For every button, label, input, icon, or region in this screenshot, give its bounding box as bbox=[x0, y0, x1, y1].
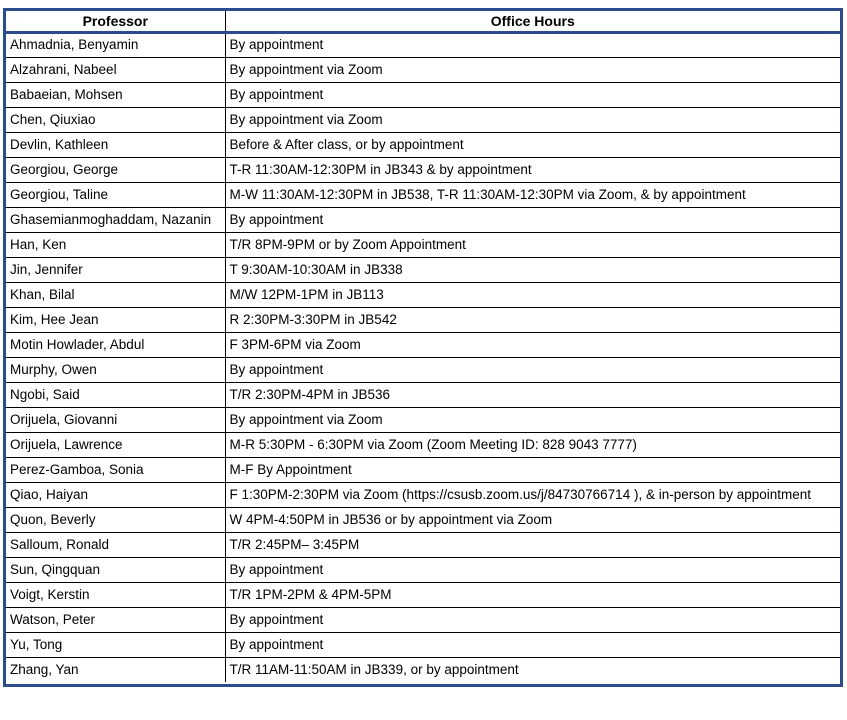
professor-cell: Alzahrani, Nabeel bbox=[6, 57, 226, 83]
table-row: Han, Ken T/R 8PM-9PM or by Zoom Appointme… bbox=[6, 232, 840, 258]
table-row: Sun, Qingquan By appointment bbox=[6, 557, 840, 583]
office-hours-cell: T-R 11:30AM-12:30PM in JB343 & by appoin… bbox=[225, 157, 840, 183]
office-hours-cell: R 2:30PM-3:30PM in JB542 bbox=[225, 307, 840, 333]
professor-cell: Han, Ken bbox=[6, 232, 226, 258]
table-row: Yu, Tong By appointment bbox=[6, 632, 840, 658]
office-hours-cell: W 4PM-4:50PM in JB536 or by appointment … bbox=[225, 507, 840, 533]
professor-cell: Qiao, Haiyan bbox=[6, 482, 226, 508]
table-row: Ahmadnia, Benyamin By appointment bbox=[6, 32, 840, 58]
office-hours-table-frame: Professor Office Hours Ahmadnia, Benyami… bbox=[3, 8, 843, 687]
professor-cell: Ngobi, Said bbox=[6, 382, 226, 408]
table-header: Professor Office Hours bbox=[6, 11, 840, 34]
professor-cell: Khan, Bilal bbox=[6, 282, 226, 308]
office-hours-cell: T 9:30AM-10:30AM in JB338 bbox=[225, 257, 840, 283]
table-row: Salloum, Ronald T/R 2:45PM– 3:45PM bbox=[6, 532, 840, 558]
professor-cell: Orijuela, Giovanni bbox=[6, 407, 226, 433]
office-hours-cell: By appointment bbox=[225, 207, 840, 233]
office-hours-cell: By appointment bbox=[225, 357, 840, 383]
table-row: Chen, Qiuxiao By appointment via Zoom bbox=[6, 107, 840, 133]
table-row: Devlin, Kathleen Before & After class, or… bbox=[6, 132, 840, 158]
table-row: Murphy, Owen By appointment bbox=[6, 357, 840, 383]
table-row: Zhang, Yan T/R 11AM-11:50AM in JB339, or … bbox=[6, 657, 840, 682]
office-hours-cell: By appointment via Zoom bbox=[225, 107, 840, 133]
office-hours-cell: By appointment via Zoom bbox=[225, 407, 840, 433]
table-row: Jin, Jennifer T 9:30AM-10:30AM in JB338 bbox=[6, 257, 840, 283]
office-hours-cell: F 3PM-6PM via Zoom bbox=[225, 332, 840, 358]
table-row: Motin Howlader, Abdul F 3PM-6PM via Zoom bbox=[6, 332, 840, 358]
professor-cell: Chen, Qiuxiao bbox=[6, 107, 226, 133]
office-hours-cell: By appointment bbox=[225, 32, 840, 58]
table-row: Orijuela, Lawrence M-R 5:30PM - 6:30PM vi… bbox=[6, 432, 840, 458]
table-row: Khan, Bilal M/W 12PM-1PM in JB113 bbox=[6, 282, 840, 308]
office-hours-cell: M-R 5:30PM - 6:30PM via Zoom (Zoom Meeti… bbox=[225, 432, 840, 458]
professor-cell: Murphy, Owen bbox=[6, 357, 226, 383]
professor-cell: Orijuela, Lawrence bbox=[6, 432, 226, 458]
office-hours-table: Professor Office Hours Ahmadnia, Benyami… bbox=[6, 11, 840, 682]
professor-cell: Georgiou, Taline bbox=[6, 182, 226, 208]
office-hours-cell: T/R 1PM-2PM & 4PM-5PM bbox=[225, 582, 840, 608]
office-hours-cell: M-F By Appointment bbox=[225, 457, 840, 483]
professor-cell: Jin, Jennifer bbox=[6, 257, 226, 283]
professor-column-header: Professor bbox=[6, 11, 226, 34]
table-row: Quon, Beverly W 4PM-4:50PM in JB536 or by… bbox=[6, 507, 840, 533]
table-row: Georgiou, Taline M-W 11:30AM-12:30PM in J… bbox=[6, 182, 840, 208]
professor-cell: Watson, Peter bbox=[6, 607, 226, 633]
professor-cell: Babaeian, Mohsen bbox=[6, 82, 226, 108]
office-hours-cell: M/W 12PM-1PM in JB113 bbox=[225, 282, 840, 308]
office-hours-cell: By appointment bbox=[225, 82, 840, 108]
professor-cell: Motin Howlader, Abdul bbox=[6, 332, 226, 358]
header-row: Professor Office Hours bbox=[6, 11, 840, 34]
table-row: Orijuela, Giovanni By appointment via Zoo… bbox=[6, 407, 840, 433]
professor-cell: Quon, Beverly bbox=[6, 507, 226, 533]
professor-cell: Ahmadnia, Benyamin bbox=[6, 32, 226, 58]
table-row: Kim, Hee Jean R 2:30PM-3:30PM in JB542 bbox=[6, 307, 840, 333]
professor-cell: Yu, Tong bbox=[6, 632, 226, 658]
professor-cell: Sun, Qingquan bbox=[6, 557, 226, 583]
table-row: Ghasemianmoghaddam, Nazanin By appointmen… bbox=[6, 207, 840, 233]
table-row: Watson, Peter By appointment bbox=[6, 607, 840, 633]
professor-cell: Ghasemianmoghaddam, Nazanin bbox=[6, 207, 226, 233]
table-row: Perez-Gamboa, Sonia M-F By Appointment bbox=[6, 457, 840, 483]
table-row: Georgiou, George T-R 11:30AM-12:30PM in J… bbox=[6, 157, 840, 183]
professor-cell: Kim, Hee Jean bbox=[6, 307, 226, 333]
professor-cell: Zhang, Yan bbox=[6, 657, 226, 682]
office-hours-cell: T/R 2:45PM– 3:45PM bbox=[225, 532, 840, 558]
professor-cell: Devlin, Kathleen bbox=[6, 132, 226, 158]
office-hours-cell: Before & After class, or by appointment bbox=[225, 132, 840, 158]
office-hours-cell: F 1:30PM-2:30PM via Zoom (https://csusb.… bbox=[225, 482, 840, 508]
office-hours-cell: T/R 8PM-9PM or by Zoom Appointment bbox=[225, 232, 840, 258]
office-hours-cell: M-W 11:30AM-12:30PM in JB538, T-R 11:30A… bbox=[225, 182, 840, 208]
professor-cell: Voigt, Kerstin bbox=[6, 582, 226, 608]
table-row: Qiao, Haiyan F 1:30PM-2:30PM via Zoom (ht… bbox=[6, 482, 840, 508]
office-hours-cell: By appointment via Zoom bbox=[225, 57, 840, 83]
professor-cell: Georgiou, George bbox=[6, 157, 226, 183]
office-hours-cell: T/R 2:30PM-4PM in JB536 bbox=[225, 382, 840, 408]
table-row: Babaeian, Mohsen By appointment bbox=[6, 82, 840, 108]
table-body: Ahmadnia, Benyamin By appointment Alzahran… bbox=[6, 32, 840, 682]
office-hours-cell: By appointment bbox=[225, 607, 840, 633]
office-hours-cell: By appointment bbox=[225, 632, 840, 658]
office-hours-cell: By appointment bbox=[225, 557, 840, 583]
office-hours-column-header: Office Hours bbox=[225, 11, 840, 34]
table-row: Ngobi, Said T/R 2:30PM-4PM in JB536 bbox=[6, 382, 840, 408]
professor-cell: Perez-Gamboa, Sonia bbox=[6, 457, 226, 483]
professor-cell: Salloum, Ronald bbox=[6, 532, 226, 558]
table-row: Voigt, Kerstin T/R 1PM-2PM & 4PM-5PM bbox=[6, 582, 840, 608]
table-row: Alzahrani, Nabeel By appointment via Zoom bbox=[6, 57, 840, 83]
office-hours-cell: T/R 11AM-11:50AM in JB339, or by appoint… bbox=[229, 661, 519, 677]
